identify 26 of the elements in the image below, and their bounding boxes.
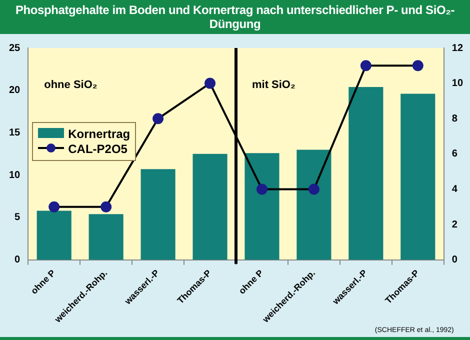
y2-tick-label: 2 <box>452 219 458 230</box>
y-tick-label: 15 <box>9 127 21 138</box>
y-tick-label: 20 <box>9 85 21 96</box>
bar <box>36 210 72 260</box>
chart-title: Phosphatgehalte im Boden und Kornertrag nach unterschiedlicher P- und SiO₂-Düngung <box>0 0 470 34</box>
bar <box>244 153 280 260</box>
bar <box>400 94 436 260</box>
y-tick-label: 5 <box>14 212 21 224</box>
y2-tick-label: 6 <box>452 148 458 160</box>
y2-tick-label: 0 <box>452 254 458 266</box>
y2-tick-label: 10 <box>452 78 464 90</box>
bar <box>140 169 176 260</box>
legend-label: Kornertrag <box>68 127 130 142</box>
legend-label: CAL-P2O5 <box>68 142 128 156</box>
y2-tick-label: 12 <box>452 42 464 54</box>
bar <box>296 150 332 260</box>
bar <box>348 86 384 260</box>
bar <box>192 154 228 260</box>
y-tick-label: 0 <box>14 254 21 266</box>
bar <box>88 214 124 260</box>
y2-tick-label: 4 <box>452 184 458 195</box>
y-tick-label: 10 <box>9 170 21 181</box>
y2-tick-label: 8 <box>452 113 458 124</box>
annotation: mit SiO₂ <box>252 79 296 91</box>
y-tick-label: 25 <box>9 42 21 54</box>
annotation: ohne SiO₂ <box>44 79 98 91</box>
